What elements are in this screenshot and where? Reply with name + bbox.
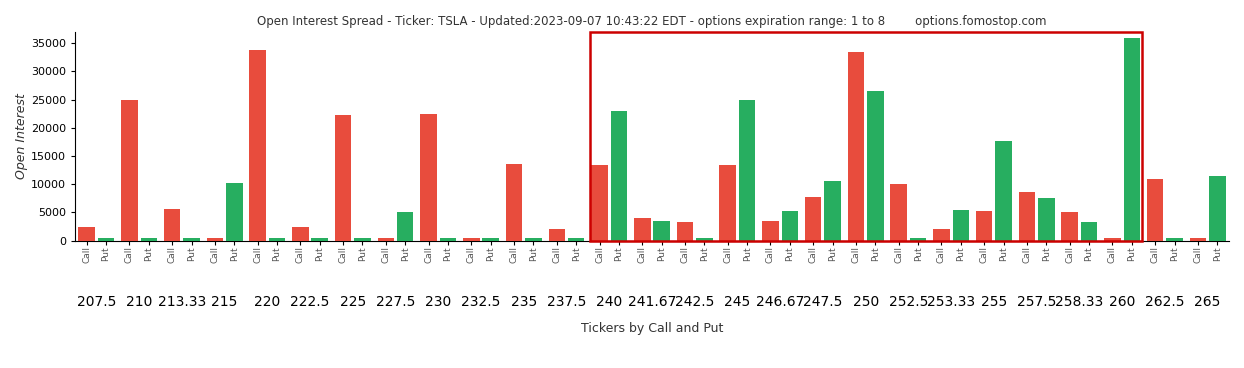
Bar (739, 100, 755, 241)
Title: Open Interest Spread - Ticker: TSLA - Updated:2023-09-07 10:43:22 EDT - options : Open Interest Spread - Ticker: TSLA - Up… (258, 15, 1046, 28)
Bar (141, 238, 157, 241)
Bar (1147, 178, 1163, 241)
Bar (335, 115, 351, 241)
Bar (1189, 238, 1207, 241)
Bar (311, 238, 328, 241)
Bar (164, 209, 180, 241)
Bar (719, 164, 736, 241)
Bar (483, 238, 499, 241)
Bar (995, 141, 1011, 241)
Bar (867, 91, 883, 241)
Bar (933, 229, 949, 241)
Bar (590, 32, 1142, 241)
Bar (377, 238, 394, 241)
Bar (249, 50, 266, 241)
Bar (439, 238, 457, 241)
Bar (397, 212, 413, 241)
Bar (1081, 222, 1097, 241)
Bar (763, 221, 779, 241)
Bar (1061, 212, 1079, 241)
Bar (891, 184, 907, 241)
Bar (781, 211, 799, 241)
Y-axis label: Open Interest: Open Interest (15, 93, 29, 179)
Bar (611, 111, 627, 241)
Bar (463, 238, 479, 241)
Bar (121, 100, 138, 241)
Bar (953, 210, 969, 241)
Bar (1123, 38, 1140, 241)
Bar (825, 181, 841, 241)
Bar (977, 211, 993, 241)
Bar (591, 164, 608, 241)
Bar (549, 229, 565, 241)
Bar (420, 114, 437, 241)
Bar (634, 218, 651, 241)
Bar (98, 238, 114, 241)
Bar (1209, 176, 1225, 241)
Bar (805, 197, 821, 241)
Bar (697, 238, 713, 241)
Bar (525, 238, 541, 241)
Bar (207, 238, 223, 241)
Bar (506, 164, 522, 241)
Bar (677, 222, 693, 241)
Bar (1105, 238, 1121, 241)
Bar (1019, 192, 1035, 241)
Bar (269, 238, 285, 241)
Bar (355, 238, 371, 241)
Bar (1037, 198, 1055, 241)
Bar (78, 227, 95, 241)
Bar (183, 238, 200, 241)
Bar (909, 238, 927, 241)
Bar (847, 52, 865, 241)
Bar (226, 183, 243, 241)
X-axis label: Tickers by Call and Put: Tickers by Call and Put (581, 322, 723, 335)
Bar (1167, 238, 1183, 241)
Bar (653, 221, 671, 241)
Bar (292, 227, 309, 241)
Bar (569, 238, 585, 241)
